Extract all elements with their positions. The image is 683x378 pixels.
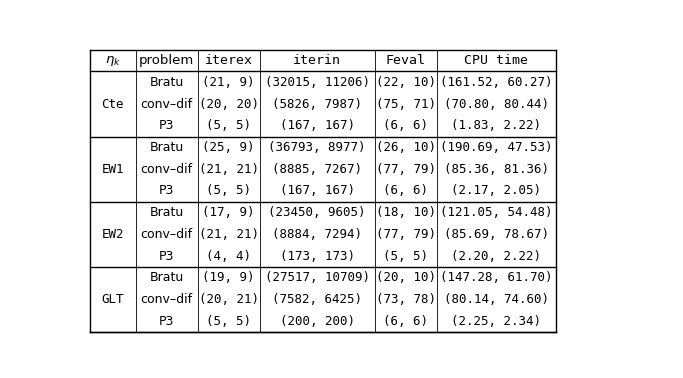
- Text: (6, 6): (6, 6): [383, 119, 428, 132]
- Text: (20, 21): (20, 21): [199, 293, 259, 306]
- Text: P3: P3: [159, 119, 174, 132]
- Text: (19, 9): (19, 9): [202, 271, 255, 284]
- Text: (25, 9): (25, 9): [202, 141, 255, 154]
- Text: iterex: iterex: [204, 54, 253, 67]
- Text: (173, 173): (173, 173): [280, 249, 354, 263]
- Text: (85.36, 81.36): (85.36, 81.36): [444, 163, 549, 176]
- Text: (17, 9): (17, 9): [202, 206, 255, 219]
- Text: (27517, 10709): (27517, 10709): [265, 271, 370, 284]
- Text: (147.28, 61.70): (147.28, 61.70): [440, 271, 553, 284]
- Text: (26, 10): (26, 10): [376, 141, 436, 154]
- Text: (18, 10): (18, 10): [376, 206, 436, 219]
- Text: GLT: GLT: [101, 293, 124, 306]
- Text: (167, 167): (167, 167): [280, 184, 354, 197]
- Text: (2.17, 2.05): (2.17, 2.05): [451, 184, 542, 197]
- Text: (2.20, 2.22): (2.20, 2.22): [451, 249, 542, 263]
- Text: (36793, 8977): (36793, 8977): [268, 141, 366, 154]
- Text: (2.25, 2.34): (2.25, 2.34): [451, 315, 542, 328]
- Text: Bratu: Bratu: [150, 271, 184, 284]
- Text: EW1: EW1: [101, 163, 124, 176]
- Text: (8885, 7267): (8885, 7267): [273, 163, 362, 176]
- Text: (5, 5): (5, 5): [383, 249, 428, 263]
- Text: (77, 79): (77, 79): [376, 163, 436, 176]
- Text: Cte: Cte: [101, 98, 124, 110]
- Text: (20, 10): (20, 10): [376, 271, 436, 284]
- Text: (5826, 7987): (5826, 7987): [273, 98, 362, 110]
- Text: Feval: Feval: [386, 54, 426, 67]
- Text: (190.69, 47.53): (190.69, 47.53): [440, 141, 553, 154]
- Text: (21, 21): (21, 21): [199, 228, 259, 241]
- Text: (6, 6): (6, 6): [383, 184, 428, 197]
- Text: (5, 5): (5, 5): [206, 184, 251, 197]
- Text: (23450, 9605): (23450, 9605): [268, 206, 366, 219]
- Text: Bratu: Bratu: [150, 206, 184, 219]
- Text: P3: P3: [159, 184, 174, 197]
- Text: (4, 4): (4, 4): [206, 249, 251, 263]
- Text: problem: problem: [139, 54, 194, 67]
- Text: (32015, 11206): (32015, 11206): [265, 76, 370, 89]
- Text: (21, 9): (21, 9): [202, 76, 255, 89]
- Text: (121.05, 54.48): (121.05, 54.48): [440, 206, 553, 219]
- Text: conv–dif: conv–dif: [141, 98, 193, 110]
- Text: (73, 78): (73, 78): [376, 293, 436, 306]
- Text: P3: P3: [159, 249, 174, 263]
- Text: (75, 71): (75, 71): [376, 98, 436, 110]
- Text: CPU time: CPU time: [464, 54, 529, 67]
- Text: $\eta_k$: $\eta_k$: [104, 54, 121, 68]
- Text: EW2: EW2: [101, 228, 124, 241]
- Text: (1.83, 2.22): (1.83, 2.22): [451, 119, 542, 132]
- Text: (70.80, 80.44): (70.80, 80.44): [444, 98, 549, 110]
- Text: iterin: iterin: [293, 54, 342, 67]
- Text: conv–dif: conv–dif: [141, 163, 193, 176]
- Text: (21, 21): (21, 21): [199, 163, 259, 176]
- Text: (6, 6): (6, 6): [383, 315, 428, 328]
- Text: (20, 20): (20, 20): [199, 98, 259, 110]
- Text: (8884, 7294): (8884, 7294): [273, 228, 362, 241]
- Text: (200, 200): (200, 200): [280, 315, 354, 328]
- Text: (161.52, 60.27): (161.52, 60.27): [440, 76, 553, 89]
- Text: (167, 167): (167, 167): [280, 119, 354, 132]
- Text: (80.14, 74.60): (80.14, 74.60): [444, 293, 549, 306]
- Text: conv–dif: conv–dif: [141, 228, 193, 241]
- Text: Bratu: Bratu: [150, 76, 184, 89]
- Text: conv–dif: conv–dif: [141, 293, 193, 306]
- Text: (22, 10): (22, 10): [376, 76, 436, 89]
- Text: (7582, 6425): (7582, 6425): [273, 293, 362, 306]
- Text: P3: P3: [159, 315, 174, 328]
- Text: (77, 79): (77, 79): [376, 228, 436, 241]
- Text: Bratu: Bratu: [150, 141, 184, 154]
- Text: (85.69, 78.67): (85.69, 78.67): [444, 228, 549, 241]
- Text: (5, 5): (5, 5): [206, 119, 251, 132]
- Text: (5, 5): (5, 5): [206, 315, 251, 328]
